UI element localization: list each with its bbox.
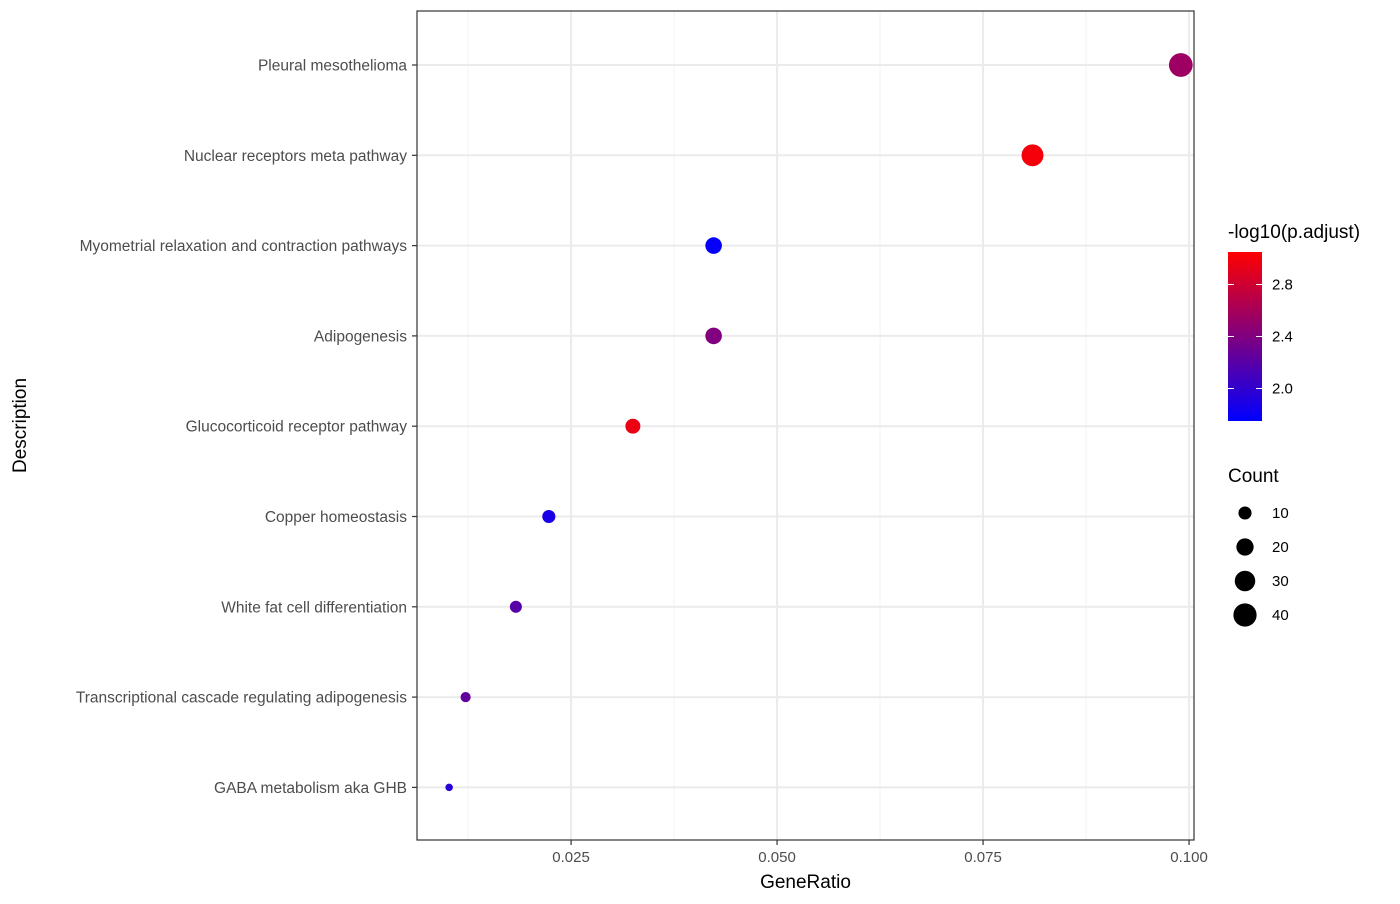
size-legend-label: 30 [1272,573,1289,590]
y-tick-label: Glucocorticoid receptor pathway [186,419,408,436]
size-legend-title: Count [1228,466,1279,487]
data-point [460,692,471,703]
y-tick-label: GABA metabolism aka GHB [214,780,407,797]
data-point [625,418,641,434]
colorbar-ticks: 2.0 2.4 2.8 [1228,277,1293,398]
y-tick-label: Adipogenesis [314,328,407,345]
size-legend-key [1234,570,1256,592]
colorbar-tick-label: 2.8 [1272,277,1293,294]
data-point [1021,144,1044,167]
panel-border [416,10,1195,841]
colorbar-tick-label: 2.4 [1272,329,1293,346]
size-legend-key [1233,603,1257,627]
x-tick-label: 0.050 [758,849,796,866]
y-tick-label: White fat cell differentiation [221,599,407,616]
x-axis-title: GeneRatio [760,872,851,893]
x-tick-label: 0.025 [552,849,590,866]
colorbar-tick-label: 2.0 [1272,381,1293,398]
y-tick-label: Copper homeostasis [265,509,407,526]
y-tick-label: Myometrial relaxation and contraction pa… [80,238,408,255]
size-legend: Count 10 20 30 40 [1228,466,1289,627]
data-point [1168,53,1193,77]
y-tick-label: Nuclear receptors meta pathway [184,148,407,165]
size-legend-label: 20 [1272,539,1289,556]
data-point [509,600,522,613]
axes: 0.025 0.050 0.075 0.100 Pleural mesothelioma… [76,10,1208,866]
data-points [445,53,1193,792]
size-legend-key [1236,538,1254,556]
data-point [445,783,453,792]
y-axis-title: Description [10,378,31,473]
x-tick-label: 0.075 [964,849,1002,866]
y-tick-label: Pleural mesothelioma [258,58,407,75]
y-tick-label: Transcriptional cascade regulating adipo… [76,690,407,707]
data-point [705,237,722,254]
x-tick-label: 0.100 [1170,849,1208,866]
size-legend-label: 40 [1272,607,1289,624]
size-legend-items: 10 20 30 40 [1233,505,1289,627]
color-legend-title: -log10(p.adjust) [1228,222,1360,243]
color-legend: -log10(p.adjust) 2.0 2.4 2.8 [1228,222,1360,421]
size-legend-label: 10 [1272,505,1289,522]
grid-lines [417,11,1194,840]
size-legend-key [1238,506,1252,520]
data-point [705,327,722,345]
data-point [542,509,556,524]
